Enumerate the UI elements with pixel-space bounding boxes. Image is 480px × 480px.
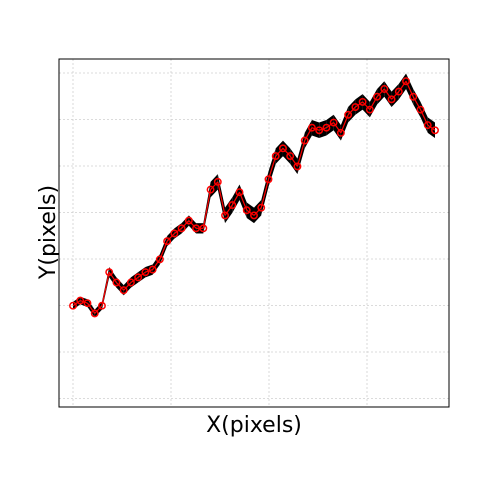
red-point — [105, 268, 114, 277]
red-point — [409, 92, 418, 101]
red-point — [336, 128, 345, 137]
red-point — [423, 121, 432, 130]
red-point — [431, 126, 439, 135]
red-point — [177, 224, 186, 233]
red-line-segment — [231, 191, 241, 206]
red-point — [163, 237, 172, 246]
red-line-segment — [369, 96, 378, 110]
red-point — [148, 265, 157, 274]
red-line-segment — [304, 127, 313, 141]
red-point — [112, 278, 121, 287]
red-line-segment — [188, 220, 197, 229]
red-line-segment — [289, 155, 298, 167]
red-line-segment — [130, 276, 139, 283]
grid — [59, 59, 449, 407]
red-point — [264, 175, 273, 184]
red-point — [206, 185, 215, 194]
red-point — [242, 206, 251, 215]
y-axis-label: Y(pixels) — [36, 185, 61, 280]
red-point — [402, 77, 410, 86]
red-point — [199, 224, 208, 233]
red-series — [69, 77, 439, 318]
red-point — [257, 203, 266, 212]
red-line-segment — [210, 181, 219, 191]
red-point — [293, 162, 302, 171]
red-point — [69, 301, 77, 310]
red-line-segment — [326, 122, 334, 129]
red-point — [358, 97, 367, 106]
red-point — [344, 110, 353, 119]
red-point — [279, 144, 287, 153]
red-line-segment — [376, 88, 385, 98]
red-point — [228, 201, 237, 210]
red-point — [170, 229, 179, 238]
red-line-segment — [296, 140, 306, 167]
red-point — [387, 95, 396, 104]
red-line-segment — [347, 106, 356, 116]
red-line-segment — [383, 88, 393, 100]
red-point — [98, 301, 106, 310]
red-line-segment — [398, 80, 407, 92]
red-line-segment — [86, 302, 96, 314]
red-point — [307, 123, 316, 132]
red-line-segment — [253, 207, 262, 216]
plot-frame — [58, 58, 450, 408]
red-line-segment — [152, 258, 161, 270]
red-point — [286, 152, 295, 161]
red-line-segment — [94, 305, 103, 314]
red-line-segment — [108, 271, 117, 283]
red-line-segment — [72, 300, 81, 307]
red-line-segment — [427, 124, 436, 131]
red-line-segment — [116, 282, 125, 291]
red-line-segment — [101, 272, 110, 306]
red-line-segment — [246, 209, 255, 216]
red-point — [394, 87, 403, 96]
red-line-segment — [275, 147, 284, 157]
red-line-segment — [123, 282, 132, 291]
red-point — [380, 85, 389, 93]
red-point — [365, 105, 374, 114]
red-line-segment — [260, 179, 270, 208]
black-band-series — [73, 73, 435, 318]
red-line-segment — [282, 147, 291, 157]
red-point — [119, 286, 128, 295]
red-line-segment — [362, 101, 371, 111]
red-line-segment — [412, 96, 422, 110]
red-line-segment — [137, 271, 146, 278]
red-line-segment — [166, 233, 175, 242]
red-point — [192, 224, 201, 233]
red-line-segment — [224, 204, 233, 216]
red-line-segment — [217, 181, 226, 216]
red-point — [351, 103, 360, 112]
red-point — [373, 92, 382, 101]
red-point — [315, 126, 324, 135]
red-point — [300, 136, 309, 145]
red-point — [322, 123, 331, 132]
red-line-segment — [355, 101, 363, 108]
red-line-segment — [174, 227, 182, 234]
red-line-segment — [267, 155, 277, 180]
red-line-segment — [202, 189, 212, 229]
red-point — [155, 255, 164, 264]
red-point — [184, 216, 193, 225]
red-point — [90, 309, 99, 318]
red-point — [329, 118, 338, 127]
red-point — [126, 278, 135, 287]
red-line-segment — [181, 220, 190, 229]
red-point — [213, 177, 222, 186]
x-axis-label: X(pixels) — [206, 413, 302, 438]
red-point — [83, 299, 92, 308]
red-point — [76, 296, 85, 305]
red-point — [134, 273, 143, 282]
red-point — [416, 105, 425, 114]
red-point — [221, 211, 229, 220]
red-point — [271, 152, 280, 161]
red-point — [141, 268, 150, 277]
red-point — [250, 211, 258, 220]
red-line-segment — [391, 91, 400, 100]
red-point — [235, 188, 244, 197]
red-line-segment — [333, 122, 342, 134]
